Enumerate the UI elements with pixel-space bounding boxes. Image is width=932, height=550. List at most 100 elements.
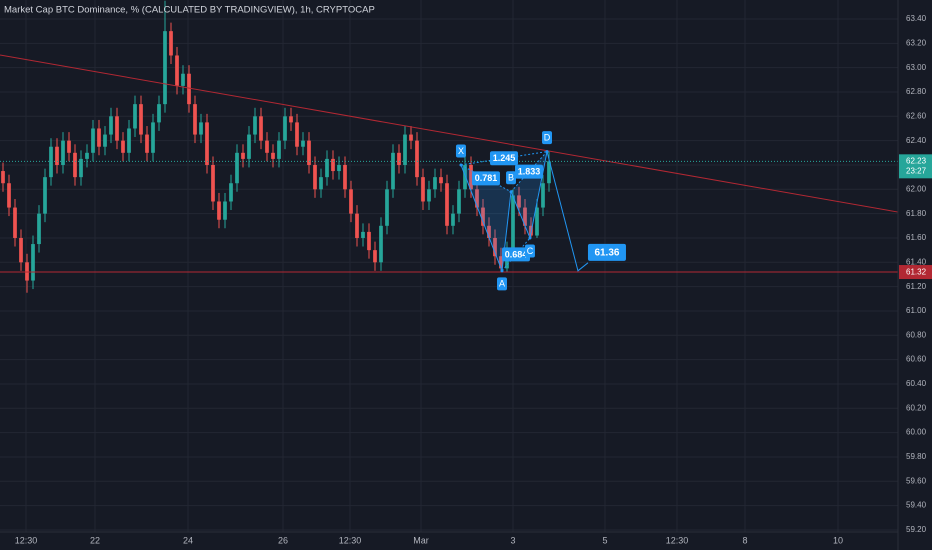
target-label: 61.36 [594, 247, 619, 258]
y-tick-label: 60.80 [906, 330, 927, 339]
x-tick-label: Mar [413, 535, 429, 545]
candle-body [463, 164, 467, 190]
candle-body [133, 104, 137, 129]
y-tick-label: 63.20 [906, 38, 927, 47]
y-tick-label: 61.20 [906, 282, 927, 291]
x-tick-label: 22 [90, 535, 100, 545]
candle-body [109, 116, 113, 135]
point-label: C [527, 246, 534, 256]
pattern-fill [460, 164, 512, 271]
candle-body [523, 207, 527, 226]
candle-body [55, 146, 59, 165]
candle-body [229, 183, 233, 202]
candle-body [223, 201, 227, 220]
candle-body [199, 122, 203, 135]
candle-body [271, 152, 275, 159]
candle-body [325, 158, 329, 178]
candle-body [451, 213, 455, 226]
candle-body [385, 189, 389, 226]
candle-body [517, 195, 521, 208]
time-axis [0, 532, 898, 550]
y-tick-label: 62.80 [906, 87, 927, 96]
candle-body [175, 55, 179, 86]
candle-body [1, 171, 5, 184]
candle-body [307, 140, 311, 165]
y-tick-label: 62.60 [906, 111, 927, 120]
candle-body [337, 164, 341, 172]
candle-body [301, 140, 305, 147]
candle-body [43, 177, 47, 214]
candle-body [235, 152, 239, 184]
point-label: A [499, 279, 505, 289]
candle-body [73, 152, 77, 178]
pattern-leg [460, 164, 503, 272]
point-label: B [508, 173, 514, 183]
y-tick-label: 60.60 [906, 355, 927, 364]
candle-body [409, 134, 413, 141]
last-price-tag [899, 154, 932, 179]
pattern-point [459, 163, 463, 167]
candle-body [367, 231, 371, 251]
candle-body [127, 128, 131, 153]
candle-body [253, 116, 257, 135]
candle-body [313, 164, 317, 190]
candle-body [7, 183, 11, 208]
y-tick-label: 62.00 [906, 184, 927, 193]
candle-body [421, 177, 425, 202]
ratio-line [510, 151, 548, 193]
candle-body [481, 207, 485, 226]
candle-body [247, 134, 251, 159]
y-tick-label: 59.40 [906, 501, 927, 510]
candle-body [37, 213, 41, 245]
candle-body [373, 250, 377, 263]
pattern-leg [529, 151, 548, 239]
point-label: X [458, 146, 464, 156]
point-box [497, 277, 508, 291]
candle-body [475, 189, 479, 208]
y-tick-label: 61.40 [906, 257, 927, 266]
pattern-point [509, 190, 513, 194]
countdown-label: 23:27 [906, 166, 927, 175]
candle-body [433, 177, 437, 190]
x-tick-label: 12:30 [15, 535, 38, 545]
candle-body [493, 237, 497, 257]
candle-body [25, 262, 29, 281]
x-tick-label: 3 [510, 535, 515, 545]
candle-body [169, 31, 173, 56]
candle-body [469, 164, 473, 190]
y-tick-label: 63.00 [906, 63, 927, 72]
point-label: D [544, 132, 551, 142]
point-box [524, 244, 535, 258]
candle-body [541, 183, 545, 208]
candle-body [361, 231, 365, 238]
ratio-box [489, 151, 518, 166]
y-tick-label: 61.60 [906, 233, 927, 242]
candle-body [181, 73, 185, 86]
candle-body [205, 122, 209, 165]
y-tick-label: 62.40 [906, 136, 927, 145]
candle-body [295, 122, 299, 147]
y-tick-label: 63.40 [906, 14, 927, 23]
candle-body [379, 225, 383, 263]
chart-title: Market Cap BTC Dominance, % (CALCULATED … [4, 5, 375, 16]
candle-body [187, 73, 191, 105]
point-box [506, 171, 517, 185]
candle-body [439, 177, 443, 184]
candle-body [265, 140, 269, 153]
y-tick-label: 60.00 [906, 428, 927, 437]
candle-body [151, 122, 155, 153]
candle-body [139, 104, 143, 135]
candle-body [547, 161, 551, 184]
y-tick-label: 59.60 [906, 476, 927, 485]
pattern-point [500, 269, 504, 273]
y-tick-label: 61.00 [906, 306, 927, 315]
projection [546, 151, 589, 272]
candle-body [103, 134, 107, 147]
candle-body [289, 116, 293, 123]
last-price-label: 62.23 [906, 156, 927, 165]
pattern-point [528, 236, 532, 240]
candle-body [277, 140, 281, 159]
support-tag [899, 265, 932, 280]
